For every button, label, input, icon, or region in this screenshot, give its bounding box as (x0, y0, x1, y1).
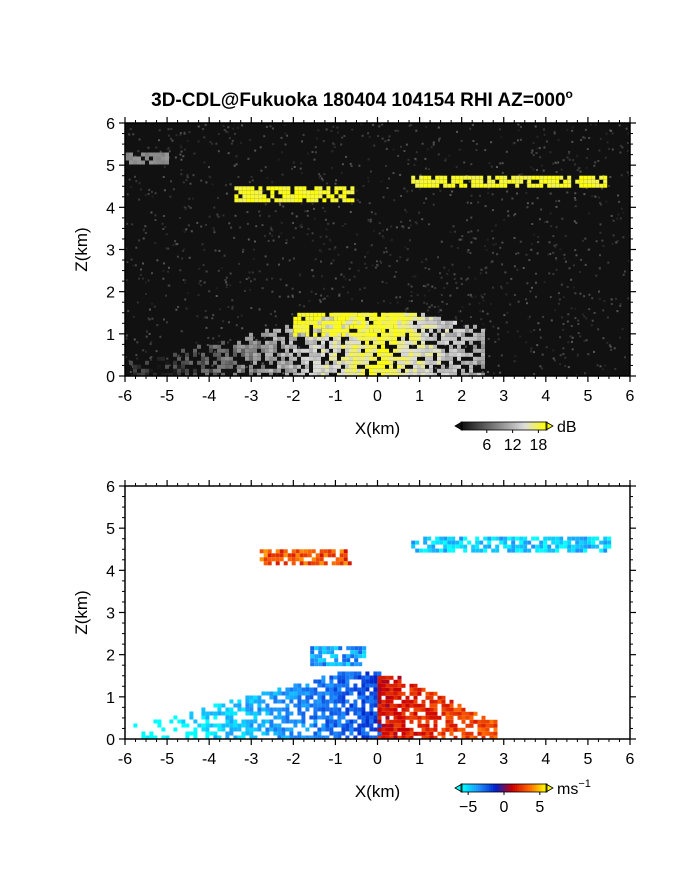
radar-field (133, 536, 612, 739)
x-tick-label: 5 (583, 388, 592, 405)
x-tick-label: -6 (118, 388, 132, 405)
x-tick-label: -2 (286, 751, 300, 768)
echo-region-0 (129, 312, 485, 376)
y-tick-label: 0 (106, 732, 115, 749)
y-tick-label: 4 (106, 563, 115, 580)
x-tick-label: 6 (626, 751, 635, 768)
echo-region-3 (125, 152, 169, 165)
radar-field (125, 123, 630, 376)
colorbar: −5 0 5 ms−1 (454, 778, 591, 816)
figure-title: 3D-CDL@Fukuoka 180404 104154 RHI AZ=000o (151, 87, 573, 111)
x-tick-label: 4 (541, 751, 550, 768)
y-tick-label: 1 (106, 327, 115, 344)
echo-region-1 (234, 186, 355, 203)
colorbar-tick-label: 0 (500, 799, 509, 816)
y-tick-label: 5 (106, 158, 115, 175)
y-tick-label: 6 (106, 116, 115, 133)
colorbar-tick-label: −5 (459, 799, 477, 816)
x-tick-label: -1 (328, 751, 342, 768)
echo-region-3 (259, 549, 352, 566)
y-tick-label: 6 (106, 479, 115, 496)
x-tick-label: 3 (499, 388, 508, 405)
echo-region-4 (293, 312, 406, 337)
colorbar: 6 12 18 dB (454, 419, 577, 454)
x-tick-label: -6 (118, 751, 132, 768)
plot-area (125, 123, 630, 376)
y-tick-label: 2 (106, 285, 115, 302)
echo-region-0 (133, 671, 382, 739)
y-axis-label: Z(km) (72, 227, 91, 271)
x-tick-label: -4 (202, 751, 216, 768)
x-tick-label: 5 (583, 751, 592, 768)
x-tick-label: 1 (415, 751, 424, 768)
echo-region-4 (310, 646, 367, 667)
x-tick-label: 6 (626, 388, 635, 405)
x-tick-label: -3 (244, 751, 258, 768)
x-axis-label: X(km) (355, 782, 400, 801)
colorbar-unit: ms−1 (557, 778, 591, 798)
colorbar-unit: dB (557, 419, 577, 436)
echo-region-2 (411, 536, 612, 553)
y-tick-label: 2 (106, 648, 115, 665)
x-tick-label: 4 (541, 388, 550, 405)
colorbar-tick-label: 12 (504, 437, 522, 454)
y-tick-label: 5 (106, 521, 115, 538)
echo-region-1 (377, 675, 498, 739)
x-tick-label: -4 (202, 388, 216, 405)
x-tick-label: -1 (328, 388, 342, 405)
x-tick-label: 2 (457, 751, 466, 768)
x-tick-label: -2 (286, 388, 300, 405)
x-tick-label: 1 (415, 388, 424, 405)
y-axis-label: Z(km) (72, 590, 91, 634)
y-tick-label: 0 (106, 369, 115, 386)
y-tick-label: 4 (106, 200, 115, 217)
x-tick-label: 0 (373, 751, 382, 768)
y-tick-label: 1 (106, 690, 115, 707)
x-tick-label: -5 (160, 388, 174, 405)
colorbar-tick-label: 18 (530, 437, 548, 454)
colorbar-tick-label: 6 (482, 437, 491, 454)
velocity-panel: -6 -5 -4 -3 -2 -1 0 1 2 3 4 5 6 0 1 2 3 4 5 6 X(km) Z(km) −5 0 5… (72, 479, 636, 816)
x-tick-label: -3 (244, 388, 258, 405)
x-tick-label: -5 (160, 751, 174, 768)
y-tick-label: 3 (106, 243, 115, 260)
x-tick-label: 0 (373, 388, 382, 405)
echo-region-2 (411, 175, 608, 188)
colorbar-tick-label: 5 (535, 799, 544, 816)
y-tick-label: 3 (106, 606, 115, 623)
x-axis-label: X(km) (355, 419, 400, 438)
x-tick-label: 3 (499, 751, 508, 768)
x-tick-label: 2 (457, 388, 466, 405)
